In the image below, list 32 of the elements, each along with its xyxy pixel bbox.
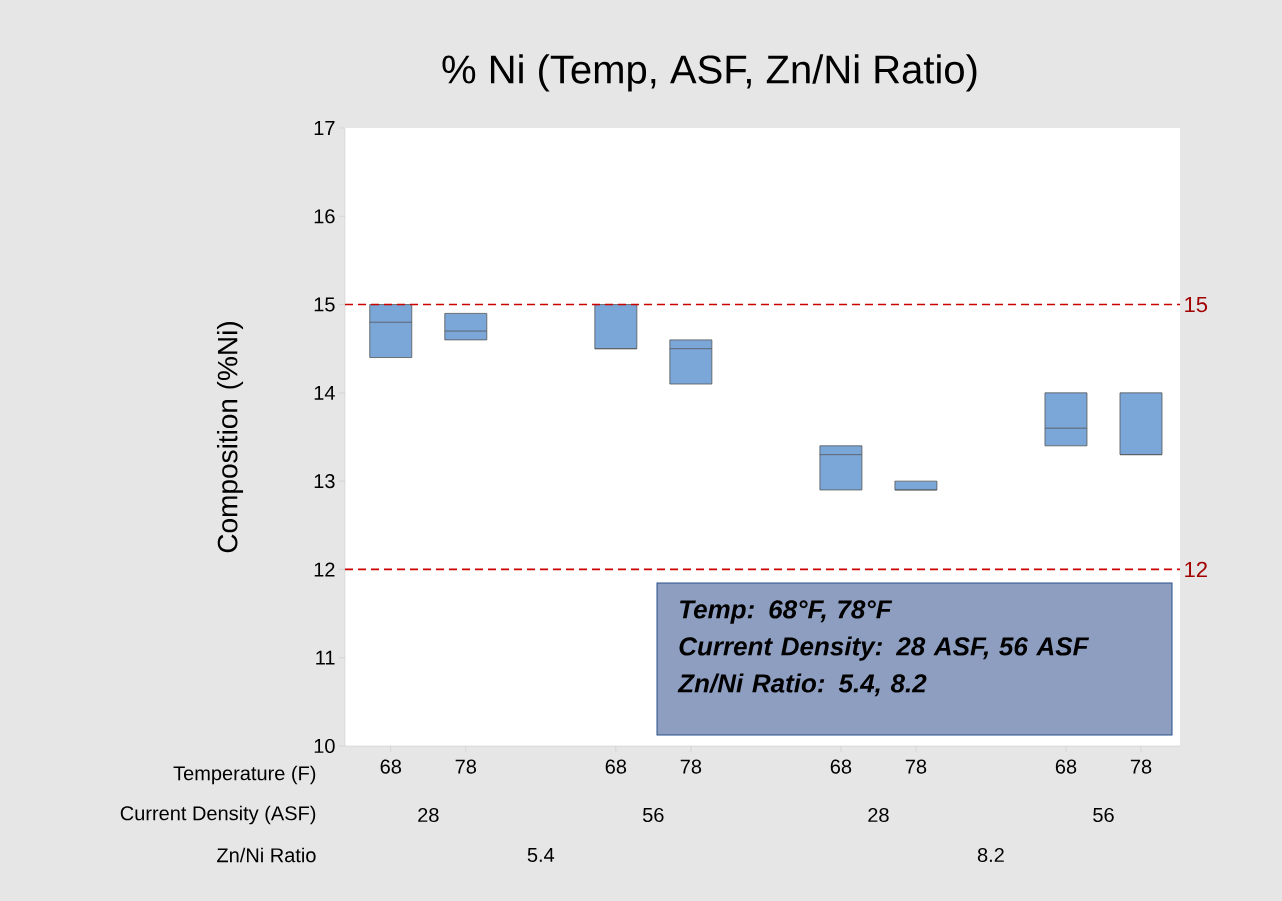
- y-axis-title: Composition (%Ni): [216, 322, 244, 553]
- x-tick-label: 78: [905, 759, 927, 774]
- x-tick-label: 68: [830, 759, 852, 774]
- x-tick-label: 78: [680, 759, 702, 774]
- chart-title: % Ni (Temp, ASF, Zn/Ni Ratio): [442, 54, 977, 92]
- x-axis-title: Temperature (F): [173, 765, 316, 785]
- text: 28: [868, 807, 889, 823]
- y-tick-label: 16: [314, 209, 335, 224]
- x-tick-label: 68: [605, 759, 627, 774]
- y-tick-label: 17: [314, 121, 335, 135]
- text: Current Density (ASF): [120, 805, 316, 825]
- text: 8.2: [977, 847, 1004, 863]
- y-tick-label: 12: [314, 562, 335, 577]
- y-tick-label: 14: [314, 385, 335, 400]
- y-tick-label: 13: [314, 474, 335, 489]
- text: 56: [1093, 807, 1114, 823]
- annotation: Zn/Ni Ratio: 5.4, 8.2: [677, 673, 927, 697]
- text: 5.4: [527, 848, 555, 862]
- text: 28: [418, 807, 439, 823]
- x-tick-label: 68: [380, 759, 402, 774]
- text: Zn/Ni Ratio: [217, 847, 316, 863]
- y-tick-label: 11: [316, 650, 335, 665]
- annotation: Temp: 68°F, 78°F: [680, 600, 893, 624]
- x-tick-label: 68: [1055, 759, 1077, 774]
- y-tick-label: 10: [314, 738, 335, 754]
- ref-line-label: 15: [1185, 296, 1208, 313]
- y-tick-label: 15: [314, 297, 335, 312]
- ref-line-label: 12: [1185, 561, 1207, 578]
- x-tick-label: 78: [1130, 759, 1152, 774]
- x-tick-label: 78: [455, 759, 477, 774]
- text: 56: [642, 807, 664, 823]
- annotation: Current Density: 28 ASF, 56 ASF: [679, 636, 1090, 661]
